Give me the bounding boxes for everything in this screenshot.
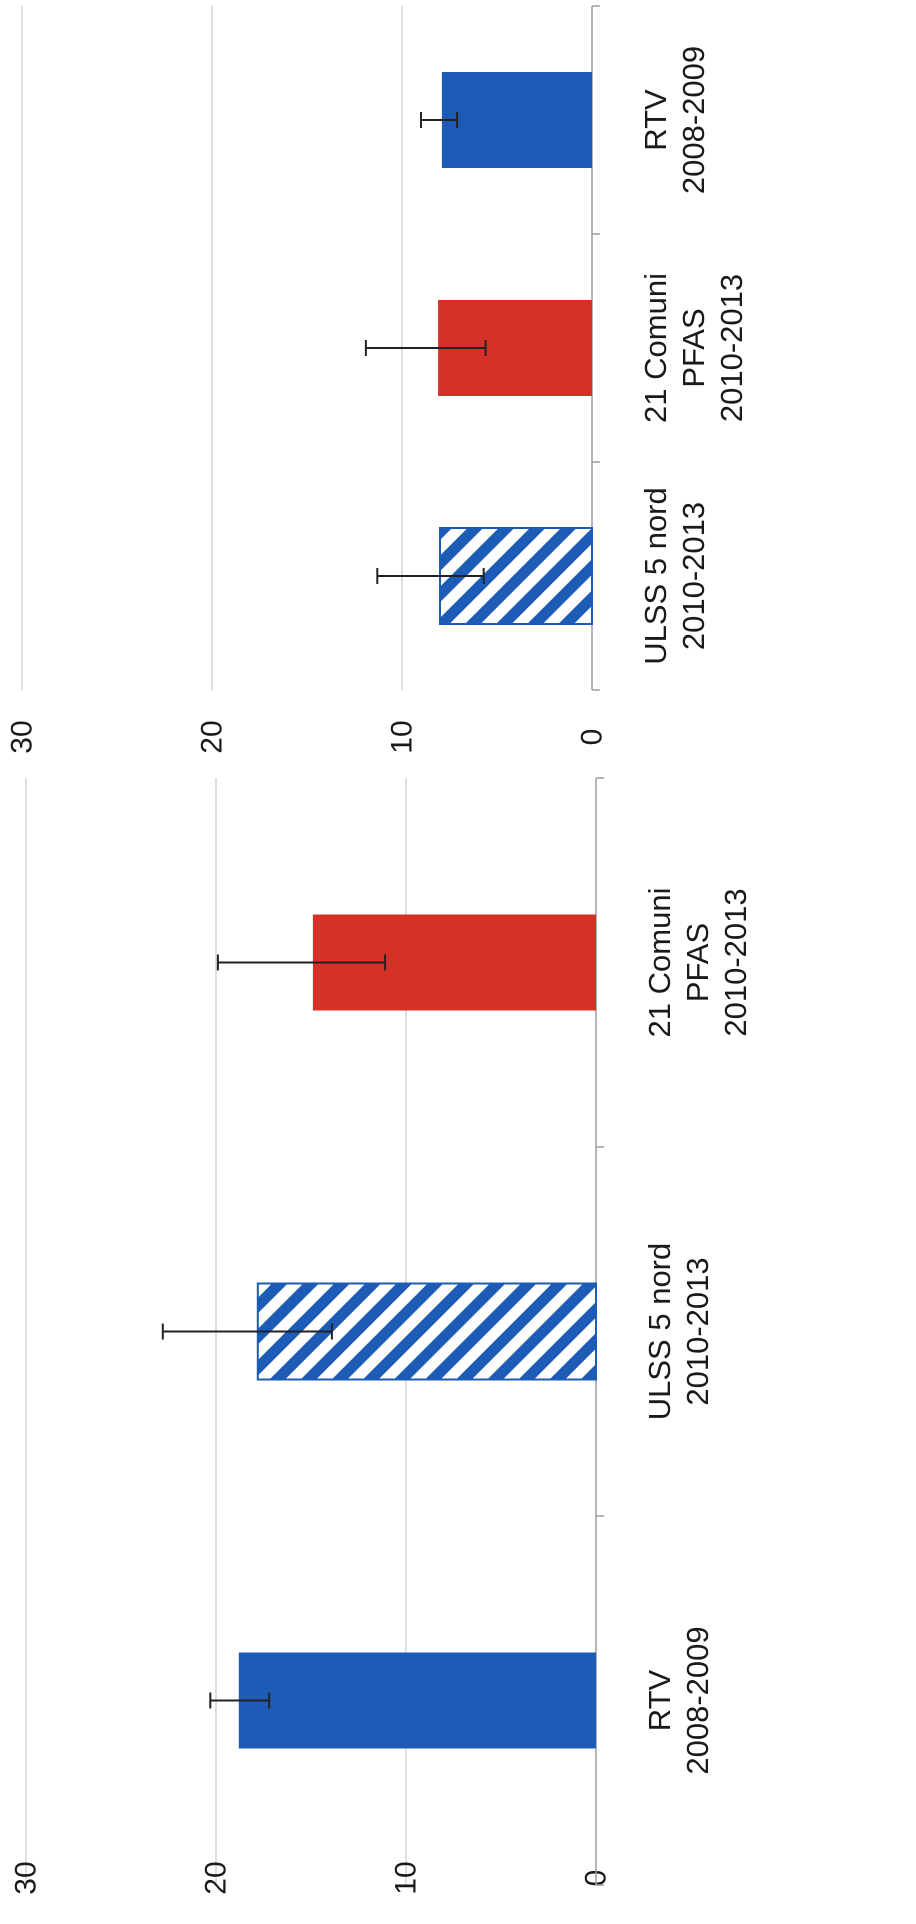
category-label-line: ULSS 5 nord [642,1243,677,1421]
category-label: RTV2008-2009 [638,46,711,194]
tick-label: 30 [10,1861,43,1894]
tick-label: 0 [576,729,609,746]
category-label-line: ULSS 5 nord [638,487,673,665]
category-label-line: 2008-2009 [676,46,711,194]
category-label: ULSS 5 nord2010-2013 [642,1243,715,1421]
category-label-line: PFAS [676,308,711,387]
tick-label: 10 [390,1861,423,1894]
category-label-line: 2010-2013 [714,274,749,422]
category-label: ULSS 5 nord2010-2013 [638,487,711,665]
category-label-line: 21 Comuni [642,888,677,1038]
category-label: 21 ComuniPFAS2010-2013 [642,888,753,1038]
category-label-line: RTV [638,89,673,151]
category-label: RTV2008-2009 [642,1626,715,1774]
tick-label: 20 [196,720,229,753]
tick-label: 30 [6,720,39,753]
category-label-line: PFAS [680,923,715,1002]
category-label-line: 2010-2013 [680,1257,715,1405]
category-label-line: 21 Comuni [638,273,673,423]
category-label-line: 2008-2009 [680,1626,715,1774]
category-label: 21 ComuniPFAS2010-2013 [638,273,749,423]
tick-label: 20 [200,1861,233,1894]
bar [441,72,592,168]
bar [238,1652,597,1749]
tick-label: 10 [386,720,419,753]
category-label-line: 2010-2013 [676,502,711,650]
category-label-line: 2010-2013 [718,888,753,1036]
category-label-line: RTV [642,1669,677,1731]
